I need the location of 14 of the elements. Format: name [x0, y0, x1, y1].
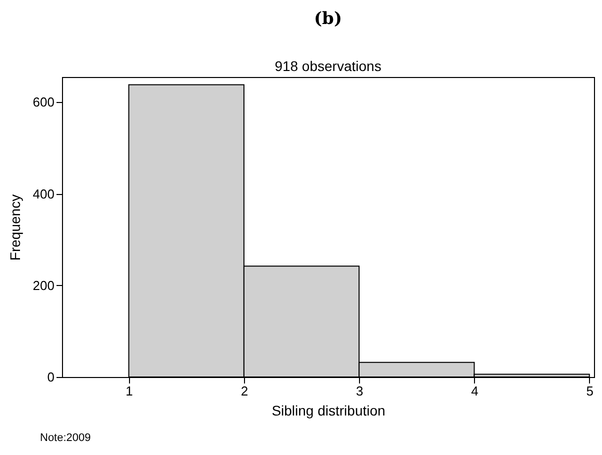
x-tick-label: 2	[240, 384, 248, 398]
x-tick-label: 1	[126, 384, 133, 398]
x-tick-label: 5	[586, 384, 594, 398]
x-tick-label: 4	[471, 384, 478, 398]
x-tick-label: 3	[356, 384, 364, 398]
y-tick-label: 400	[32, 186, 54, 202]
x-axis-title: Sibling distribution	[272, 402, 386, 418]
y-tick-label: 200	[32, 278, 54, 293]
text: Note:2009	[40, 432, 91, 444]
y-tick-label: 600	[32, 94, 54, 110]
y-axis-title: Frequency	[6, 194, 23, 261]
chart-title: (b)	[314, 9, 342, 29]
chart-subtitle: 918 observations	[274, 58, 382, 74]
y-tick-label: 0	[47, 370, 54, 384]
